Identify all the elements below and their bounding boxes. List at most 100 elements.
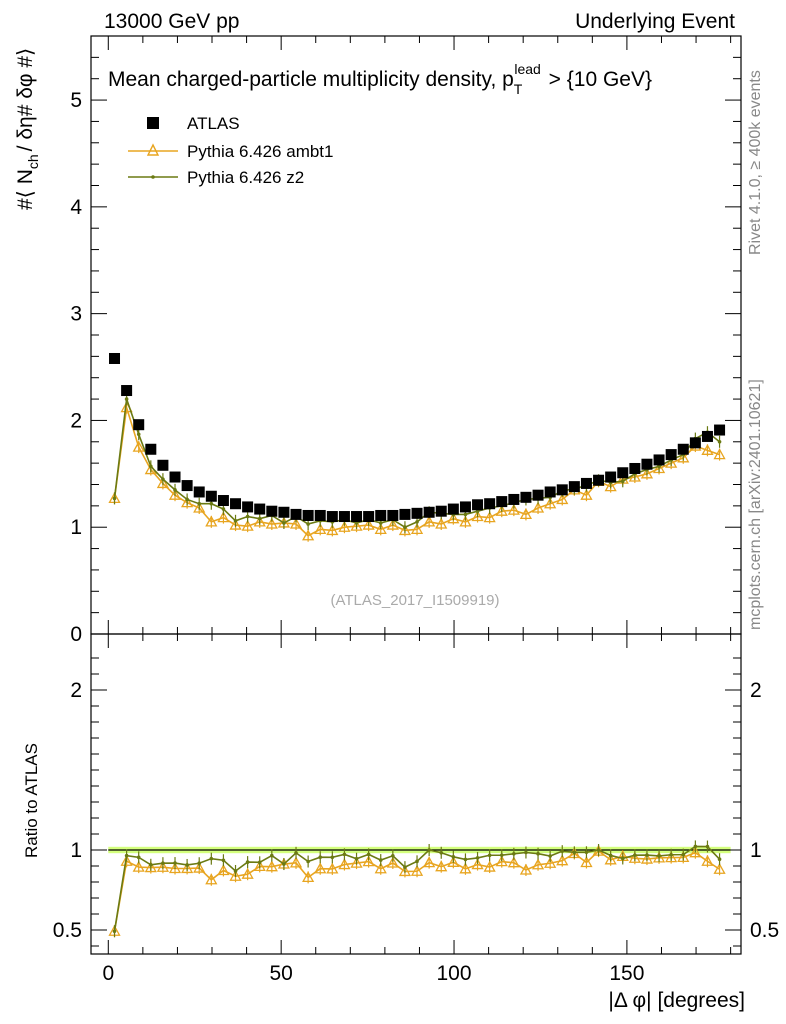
data-point-marker bbox=[241, 519, 254, 531]
data-point-marker bbox=[580, 488, 593, 500]
ratio-point-marker bbox=[314, 862, 327, 874]
atlas-data-point bbox=[399, 508, 411, 520]
data-point-marker bbox=[289, 517, 303, 529]
atlas-data-point bbox=[242, 501, 254, 513]
data-point-marker bbox=[149, 464, 153, 469]
data-point-marker bbox=[447, 512, 460, 524]
ratio-point-marker bbox=[524, 850, 528, 855]
data-point-marker bbox=[350, 519, 363, 531]
data-point-marker bbox=[519, 508, 533, 520]
atlas-data-point bbox=[133, 419, 145, 431]
ratio-point-marker bbox=[209, 856, 214, 861]
x-tick-label: 50 bbox=[269, 962, 292, 985]
ratio-point-marker bbox=[197, 861, 202, 866]
data-point-marker bbox=[156, 477, 170, 489]
data-point-marker bbox=[378, 521, 383, 525]
ratio-point-marker bbox=[459, 862, 472, 874]
ratio-series-layer bbox=[108, 840, 726, 938]
ratio-point-marker bbox=[181, 862, 194, 874]
data-point-marker bbox=[628, 470, 641, 482]
atlas-data-point bbox=[544, 486, 556, 498]
ratio-point-marker bbox=[657, 854, 661, 858]
ratio-point-marker bbox=[362, 855, 375, 867]
header-left: 13000 GeV pp bbox=[104, 10, 239, 33]
atlas-data-point bbox=[447, 503, 459, 515]
atlas-data-point bbox=[363, 511, 375, 523]
y-tick-label: 3 bbox=[70, 303, 82, 326]
ratio-point-marker bbox=[499, 853, 504, 857]
data-point-marker bbox=[314, 523, 327, 534]
ratio-point-marker bbox=[241, 867, 254, 879]
ratio-y-tick-label-right: 0.5 bbox=[750, 919, 779, 942]
ratio-point-marker bbox=[302, 871, 315, 883]
atlas-data-point bbox=[508, 493, 520, 505]
data-point-marker bbox=[124, 397, 129, 401]
legend-z2-label: Pythia 6.426 z2 bbox=[187, 168, 304, 187]
ratio-point-marker bbox=[354, 856, 359, 861]
ratio-point-marker bbox=[221, 858, 226, 863]
data-point-marker bbox=[713, 448, 726, 460]
atlas-data-point bbox=[423, 506, 435, 518]
data-point-marker bbox=[415, 520, 419, 524]
ratio-point-marker bbox=[253, 860, 266, 872]
x-tick-label: 0 bbox=[102, 962, 114, 985]
atlas-data-point bbox=[556, 484, 568, 496]
data-point-marker bbox=[475, 509, 480, 513]
atlas-data-point bbox=[254, 503, 266, 515]
data-point-marker bbox=[253, 515, 266, 527]
data-point-marker bbox=[233, 519, 238, 523]
ylabel-hash: # bbox=[14, 198, 37, 210]
ratio-point-marker bbox=[677, 851, 690, 863]
data-point-marker bbox=[403, 525, 407, 530]
atlas-data-point bbox=[387, 509, 399, 521]
data-point-marker bbox=[205, 515, 218, 527]
atlas-data-point bbox=[145, 443, 157, 455]
data-point-marker bbox=[620, 479, 625, 484]
atlas-data-point bbox=[266, 505, 278, 517]
ratio-y-tick-label-right: 1 bbox=[750, 839, 762, 862]
ratio-panel-frame bbox=[90, 633, 742, 955]
x-tick-label: 100 bbox=[437, 962, 472, 985]
data-point-marker bbox=[665, 456, 678, 468]
data-point-marker bbox=[556, 493, 569, 505]
legend: ATLAS Pythia 6.426 ambt1 Pythia 6.426 z2 bbox=[128, 114, 333, 187]
atlas-data-point bbox=[472, 499, 484, 511]
atlas-data-point bbox=[689, 437, 701, 449]
ratio-point-marker bbox=[628, 851, 641, 863]
ratio-point-marker bbox=[217, 864, 230, 876]
atlas-data-point bbox=[605, 471, 617, 483]
data-point-marker bbox=[338, 520, 351, 532]
ratio-point-marker bbox=[132, 860, 145, 872]
ratio-point-marker bbox=[447, 855, 460, 867]
atlas-data-point bbox=[169, 471, 181, 483]
analysis-watermark: (ATLAS_2017_I1509919) bbox=[330, 592, 499, 609]
atlas-data-point bbox=[205, 490, 217, 502]
ratio-y-tick-label: 0.5 bbox=[53, 919, 82, 942]
ratio-point-marker bbox=[701, 854, 714, 866]
data-point-marker bbox=[398, 524, 412, 536]
ratio-point-marker bbox=[580, 856, 593, 868]
y-tick-label: 4 bbox=[70, 196, 82, 219]
rivet-version-label: Rivet 4.1.0, ≥ 400k events bbox=[747, 70, 764, 255]
ratio-point-marker bbox=[439, 850, 444, 855]
ratio-point-marker bbox=[665, 851, 678, 863]
atlas-data-point bbox=[302, 509, 314, 521]
data-point-marker bbox=[495, 504, 508, 516]
atlas-data-point bbox=[459, 501, 471, 513]
y-tick-label: 0 bbox=[70, 623, 82, 646]
ratio-point-marker bbox=[144, 861, 157, 873]
ratio-point-marker bbox=[556, 854, 569, 866]
legend-ambt1-marker bbox=[146, 143, 160, 156]
y-tick-label: 2 bbox=[70, 409, 82, 432]
ratio-point-marker bbox=[608, 853, 613, 858]
ratio-point-marker bbox=[471, 858, 484, 870]
data-point-marker bbox=[132, 440, 145, 452]
atlas-data-point bbox=[665, 449, 677, 461]
data-point-marker bbox=[136, 432, 141, 437]
ratio-point-marker bbox=[168, 862, 182, 874]
ratio-point-marker bbox=[282, 862, 286, 866]
ratio-y-tick-label: 2 bbox=[70, 679, 82, 702]
data-point-marker bbox=[161, 477, 165, 481]
ratio-point-marker bbox=[124, 853, 129, 858]
ratio-point-marker bbox=[257, 860, 262, 865]
